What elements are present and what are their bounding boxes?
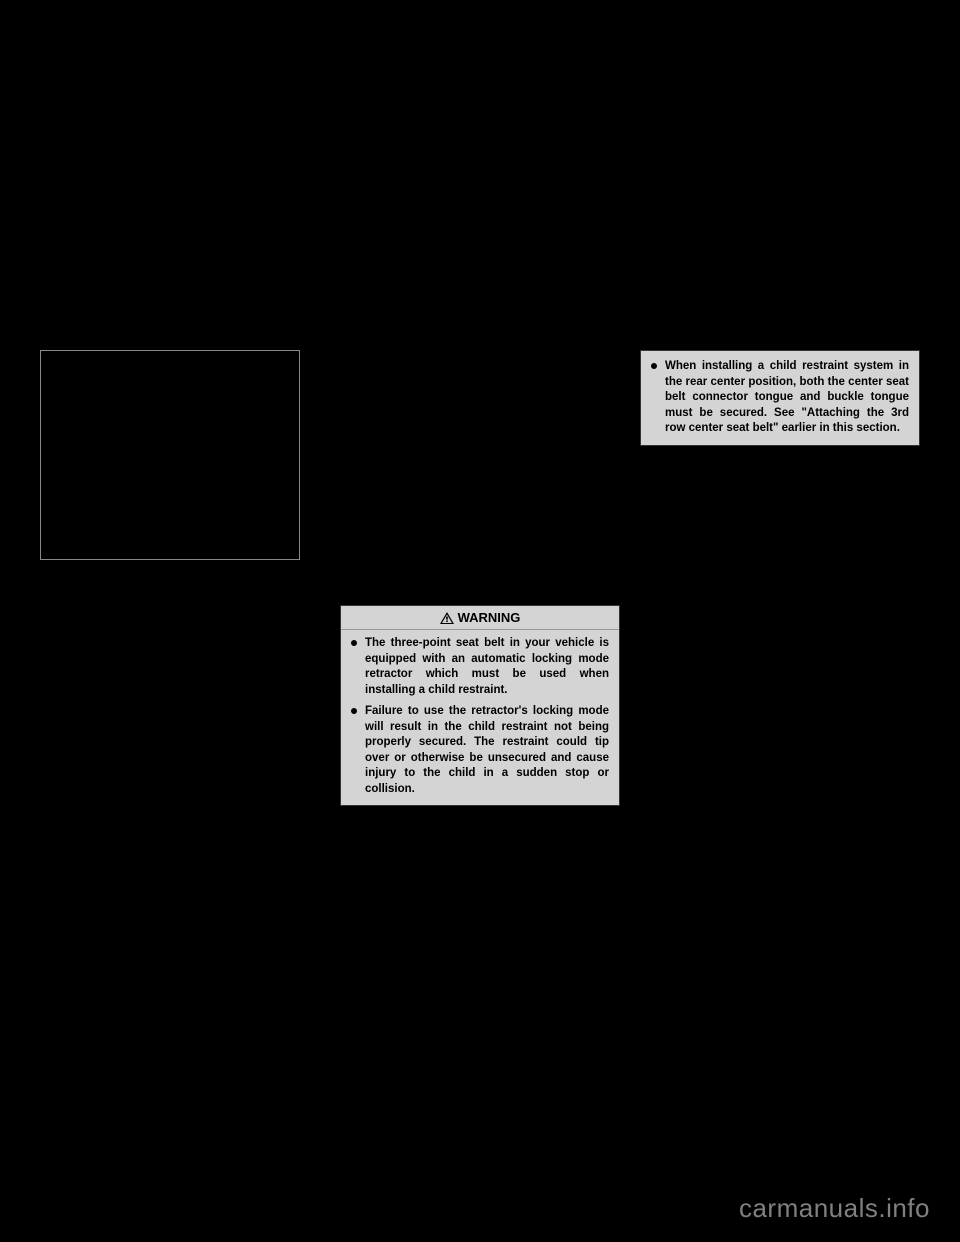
bullet-icon <box>351 640 357 646</box>
warning-body: The three-point seat belt in your vehicl… <box>341 630 619 805</box>
warning-body: When installing a child restraint system… <box>641 351 919 445</box>
figure-placeholder <box>40 350 300 560</box>
bullet-text: Failure to use the retractor's locking m… <box>365 704 609 797</box>
right-column: When installing a child restraint system… <box>640 350 920 806</box>
warning-header: WARNING <box>341 606 619 630</box>
warning-bullet-item: The three-point seat belt in your vehicl… <box>351 636 609 698</box>
warning-box-right: When installing a child restraint system… <box>640 350 920 446</box>
bullet-icon <box>351 708 357 714</box>
watermark-text: carmanuals.info <box>739 1193 930 1224</box>
warning-bullet-item: When installing a child restraint system… <box>651 359 909 437</box>
bullet-text: When installing a child restraint system… <box>665 359 909 437</box>
middle-column: WARNING The three-point seat belt in you… <box>340 350 620 806</box>
page-content: WARNING The three-point seat belt in you… <box>40 350 920 806</box>
warning-box-middle: WARNING The three-point seat belt in you… <box>340 605 620 806</box>
warning-bullet-item: Failure to use the retractor's locking m… <box>351 704 609 797</box>
left-column <box>40 350 320 806</box>
warning-header-text: WARNING <box>458 610 521 625</box>
warning-triangle-icon <box>440 612 454 624</box>
bullet-icon <box>651 363 657 369</box>
bullet-text: The three-point seat belt in your vehicl… <box>365 636 609 698</box>
